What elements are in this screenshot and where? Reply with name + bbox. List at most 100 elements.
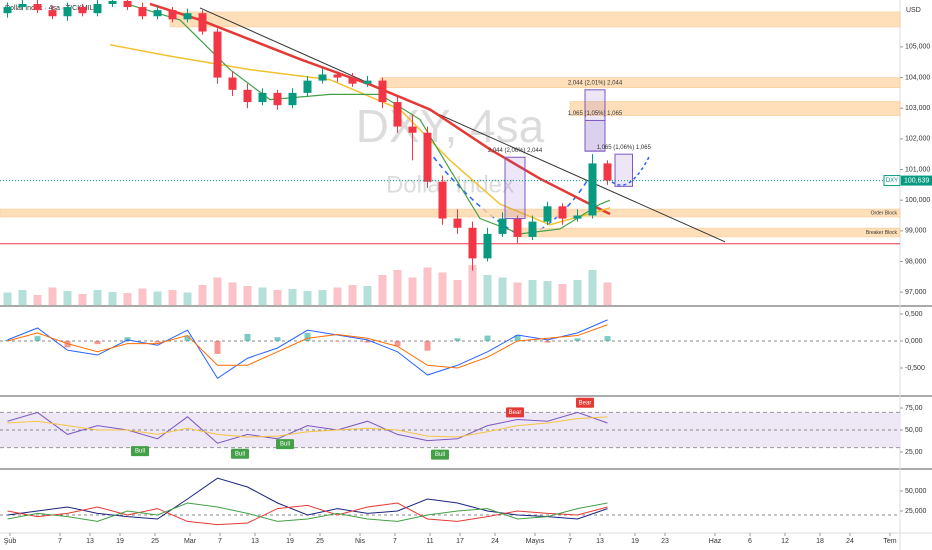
volume-bar: [453, 280, 462, 305]
signal-label: Bull: [235, 451, 245, 457]
histogram-bar: [214, 340, 221, 354]
y-tick-label: 105,000: [905, 44, 930, 51]
volume-bar: [468, 265, 477, 305]
volume-bar: [588, 270, 597, 305]
projection-path: [427, 149, 591, 237]
histogram-bar: [34, 336, 41, 341]
rsi-line: [7, 416, 608, 438]
candle-body: [288, 92, 297, 106]
watermark: DXY, 4sa: [356, 100, 545, 152]
x-tick-label: 13: [596, 538, 604, 545]
x-tick-label: 19: [631, 538, 639, 545]
histogram-bar: [244, 333, 251, 341]
histogram-bar: [184, 335, 191, 341]
histogram-bar: [424, 340, 431, 351]
volume-bar: [183, 292, 192, 305]
volume-bar: [348, 285, 357, 305]
candle-body: [153, 10, 162, 17]
candle-body: [603, 163, 612, 181]
volume-bar: [498, 277, 507, 305]
volume-bar: [168, 290, 177, 305]
volume-bar: [243, 286, 252, 305]
volume-bar: [363, 286, 372, 305]
histogram-bar: [334, 340, 341, 342]
volume-bar: [513, 282, 522, 305]
candle-body: [213, 31, 222, 78]
candle-body: [558, 206, 567, 219]
histogram-bar: [364, 340, 371, 343]
volume-bar: [93, 290, 102, 305]
y-tick-label: 98,000: [905, 258, 927, 265]
volume-bar: [33, 295, 42, 305]
candle-body: [48, 10, 57, 17]
y-tick-label: 25,00: [905, 449, 923, 456]
moving-average: [149, 2, 611, 216]
histogram-bar: [544, 340, 551, 343]
volume-bar: [438, 272, 447, 305]
rsi-line: [7, 411, 608, 444]
x-tick-label: 12: [781, 538, 789, 545]
y-tick-label: 99,000: [905, 228, 927, 235]
y-tick-label: -0,500: [905, 365, 925, 372]
signal-tag: [131, 446, 149, 457]
signal-tag: [506, 407, 524, 418]
candle-body: [258, 92, 267, 103]
signal-label: Bull: [280, 442, 290, 448]
dmi-line: [7, 502, 608, 522]
candle-body: [108, 0, 117, 4]
candle-body: [123, 0, 132, 8]
x-tick-label: Mar: [184, 538, 197, 545]
histogram-bar: [604, 336, 611, 341]
candle-body: [393, 102, 402, 127]
candle-body: [513, 218, 522, 237]
y-tick-label: 75,00: [905, 405, 923, 412]
candle-body: [18, 3, 27, 8]
volume-bar: [543, 281, 552, 305]
x-tick-label: 24: [491, 538, 499, 545]
histogram-bar: [304, 332, 311, 341]
x-tick-label: 18: [816, 538, 824, 545]
candle-body: [303, 80, 312, 93]
measure-box: [504, 156, 526, 220]
candle-body: [183, 13, 192, 20]
zone: [569, 101, 901, 116]
x-tick-label: 19: [286, 538, 294, 545]
histogram-bar: [574, 338, 581, 341]
volume-bar: [108, 292, 117, 305]
x-tick-label: Haz: [709, 538, 722, 545]
histogram-bar: [274, 337, 281, 341]
volume-bar: [558, 284, 567, 305]
histogram-bar: [394, 340, 401, 347]
watermark-subtitle: Dollar Index: [386, 171, 514, 198]
candle-body: [363, 80, 372, 84]
zone: [169, 11, 901, 28]
y-tick-label: 101,000: [905, 166, 930, 173]
y-tick-label: 102,000: [905, 136, 930, 143]
candle-body: [33, 3, 42, 11]
signal-label: Bear: [509, 410, 522, 416]
x-tick-label: 13: [86, 538, 94, 545]
macd-line: [7, 324, 608, 369]
volume-bar: [528, 280, 537, 305]
volume-bar: [48, 287, 57, 305]
trendline: [199, 7, 726, 243]
y-tick-label: 97,000: [905, 289, 927, 296]
volume-bar: [273, 290, 282, 305]
histogram-bar: [4, 339, 11, 341]
dmi-line: [7, 477, 608, 520]
x-tick-label: Tem: [883, 538, 896, 545]
volume-bar: [138, 288, 147, 305]
signal-label: Bull: [435, 452, 445, 458]
candle-body: [3, 7, 12, 14]
candle-body: [228, 77, 237, 90]
histogram-bar: [154, 340, 161, 343]
candle-body: [438, 181, 447, 219]
histogram-bar: [454, 338, 461, 341]
candle-body: [333, 74, 342, 78]
candle-body: [453, 218, 462, 228]
volume-bar: [213, 277, 222, 305]
signal-tag: [231, 448, 249, 459]
candle-body: [348, 77, 357, 84]
x-tick-label: 19: [116, 538, 124, 545]
